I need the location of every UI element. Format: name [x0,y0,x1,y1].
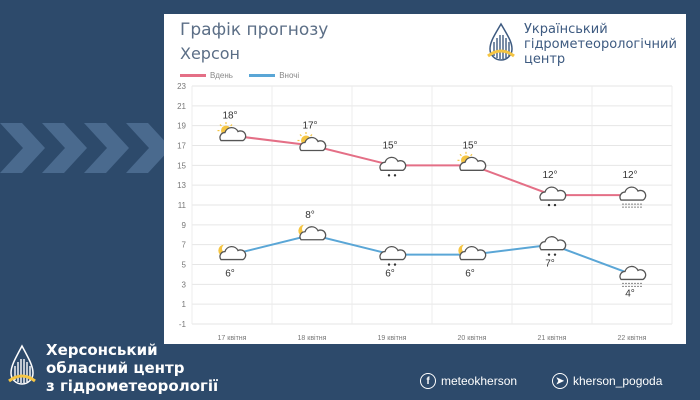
x-tick-label: 18 квітня [298,334,327,342]
hydromet-org-name: Український гідрометеорологічний центр [524,22,677,67]
x-tick-label: 20 квітня [458,334,487,342]
facebook-link[interactable]: f meteokherson [420,373,517,389]
chart-legend: Вдень Вночі [180,70,313,80]
day-temp-label: 17° [302,121,317,132]
y-tick-label: 5 [182,261,187,270]
day-temp-label: 15° [382,140,397,151]
forecast-line-chart: 23 21 19 17 15 13 11 9 7 5 3 1 -1 17 квітня 18 квітня 1… [177,82,673,342]
night-temp-label: 6° [225,269,235,280]
day-temp-label: 12° [542,170,557,181]
day-sun-cloud-icon [297,132,327,152]
facebook-handle: meteokherson [441,374,518,388]
legend-day-swatch [180,74,206,77]
y-tick-label: 9 [182,221,187,230]
y-tick-label: 23 [177,82,186,91]
chart-title: Графік прогнозу [180,20,329,40]
night-temp-label: 6° [385,269,395,280]
day-cloud-rain-icon [539,186,567,207]
day-temp-label: 15° [462,140,477,151]
night-temp-label: 8° [305,210,315,221]
night-cloud-fog-icon [619,265,647,287]
night-cloud-rain-icon [539,236,567,256]
night-moon-cloud-icon [218,244,247,261]
chevron-arrows-icon [0,123,170,173]
y-tick-label: 11 [178,201,187,210]
y-tick-label: 1 [182,300,187,309]
y-tick-label: 7 [182,241,187,250]
regional-center-logo-icon [8,344,36,385]
y-tick-label: 19 [177,122,186,131]
y-tick-label: -1 [179,320,187,329]
night-temp-label: 6° [465,269,475,280]
x-tick-label: 22 квітня [618,334,647,342]
regional-center-name: Херсонський обласний центр з гідрометеор… [46,341,219,395]
facebook-icon: f [420,373,436,389]
day-cloud-fog-icon [619,186,647,208]
day-temp-label: 12° [622,170,637,181]
night-temp-label: 4° [625,288,635,299]
night-series-line [231,233,633,276]
telegram-icon: ➤ [552,373,568,389]
legend-night: Вночі [249,71,299,80]
night-cloud-rain-icon [379,245,407,266]
x-tick-label: 17 квітня [218,334,247,342]
night-moon-cloud-icon [458,244,487,261]
telegram-handle: kherson_pogoda [573,374,663,388]
y-tick-label: 17 [177,142,186,151]
legend-day: Вдень [180,71,233,80]
day-temp-label: 18° [222,111,237,122]
night-temp-label: 7° [545,259,555,270]
forecast-card: Графік прогнозу Херсон Український гідро… [164,14,686,344]
hydromet-logo-icon [487,22,515,61]
y-tick-label: 15 [177,161,186,170]
day-cloud-rain-icon [379,156,407,177]
telegram-link[interactable]: ➤ kherson_pogoda [552,373,662,389]
y-tick-label: 3 [182,280,187,289]
day-sun-cloud-icon [457,151,487,171]
y-tick-label: 21 [177,102,186,111]
night-moon-cloud-icon [298,224,327,241]
legend-night-swatch [249,74,276,77]
y-tick-label: 13 [177,181,186,190]
city-name: Херсон [180,44,241,63]
x-tick-label: 21 квітня [538,334,567,342]
x-tick-label: 19 квітня [378,334,407,342]
day-sun-cloud-icon [217,122,247,142]
